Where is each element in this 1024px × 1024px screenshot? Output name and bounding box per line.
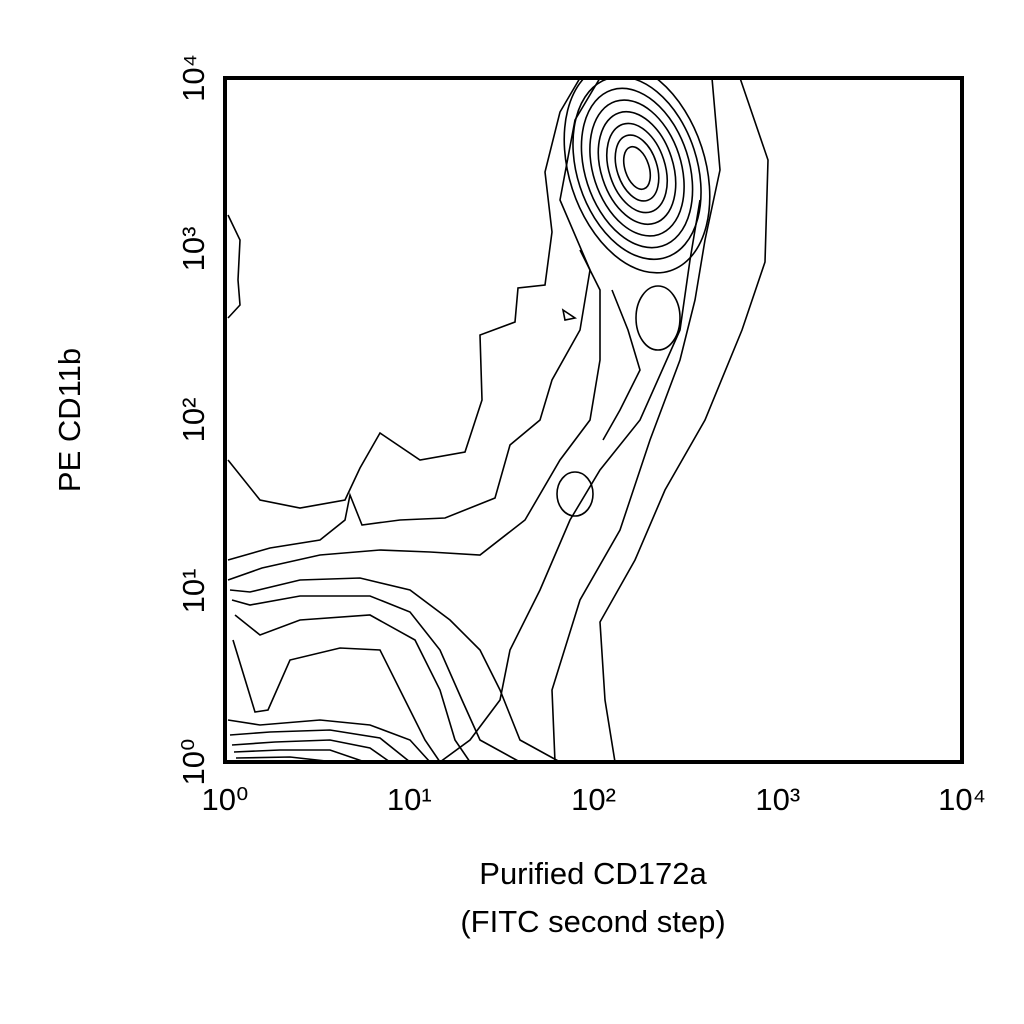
x-axis-label: (FITC second step) xyxy=(460,904,725,939)
y-tick-label: 10² xyxy=(176,398,211,443)
contour xyxy=(227,78,721,762)
x-tick-label: 10³ xyxy=(755,782,800,817)
contour xyxy=(227,719,431,762)
y-tick-label: 10⁴ xyxy=(176,54,211,102)
x-tick-label: 10² xyxy=(571,782,616,817)
contour xyxy=(227,199,701,762)
x-tick-label: 10⁰ xyxy=(202,782,249,817)
contour xyxy=(227,78,769,762)
y-tick-label: 10⁰ xyxy=(176,739,211,786)
contour xyxy=(229,729,411,762)
contour xyxy=(635,285,681,351)
y-axis-label: PE CD11b xyxy=(52,348,87,492)
x-tick-label: 10¹ xyxy=(387,782,432,817)
y-tick-label: 10³ xyxy=(176,227,211,272)
contour xyxy=(229,289,641,762)
contour xyxy=(231,595,521,762)
peak-rings xyxy=(563,78,711,274)
contour xyxy=(233,749,366,762)
contours xyxy=(227,78,769,762)
contour xyxy=(556,471,594,517)
x-axis-label: Purified CD172a xyxy=(479,856,707,891)
contour xyxy=(234,614,471,762)
y-tick-label: 10¹ xyxy=(176,569,211,614)
contour xyxy=(232,639,441,762)
contour xyxy=(561,308,578,321)
contour xyxy=(231,739,391,762)
x-tick-label: 10⁴ xyxy=(938,782,986,817)
contour xyxy=(227,214,241,319)
plot-frame xyxy=(223,76,964,764)
